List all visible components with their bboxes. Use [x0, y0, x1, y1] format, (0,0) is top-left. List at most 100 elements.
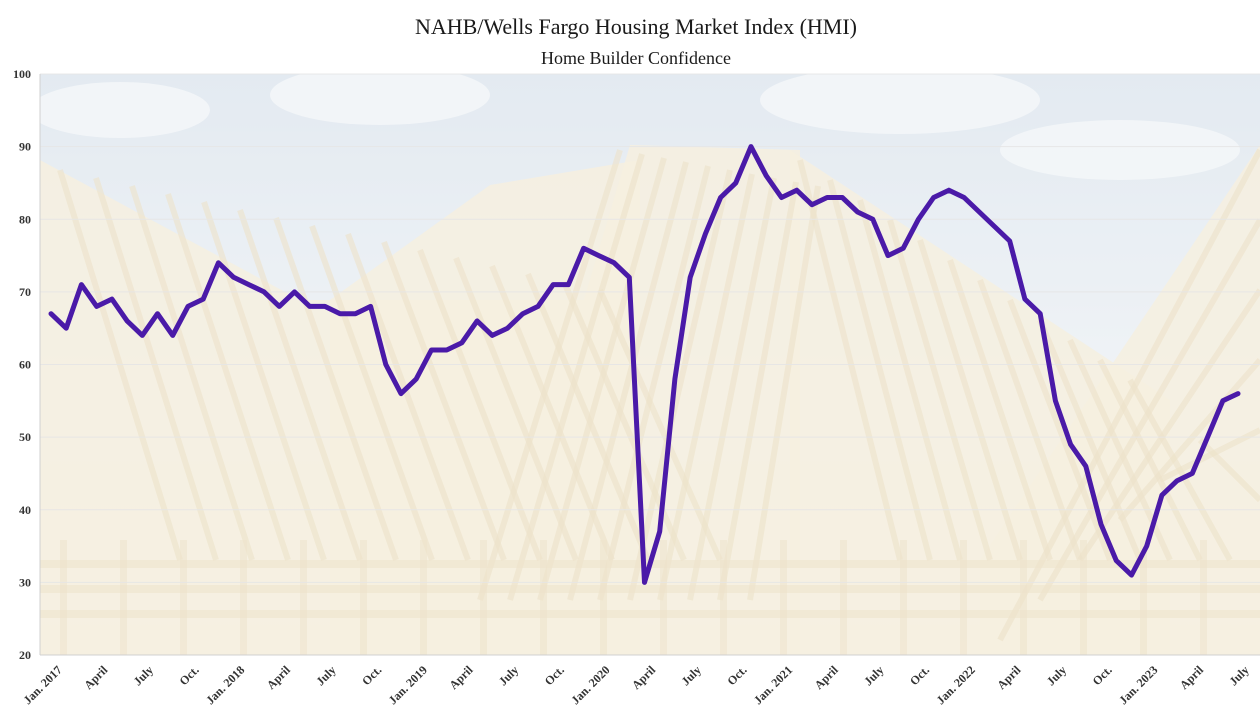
post	[300, 540, 307, 655]
post	[1200, 540, 1207, 655]
rafter	[827, 179, 933, 561]
rafter	[129, 185, 255, 561]
rafter	[627, 169, 733, 601]
rafter	[1077, 288, 1260, 562]
x-tick-label: July	[131, 663, 156, 688]
x-tick-label: July	[313, 663, 338, 688]
x-tick-label: April	[629, 662, 659, 692]
rafter	[1197, 437, 1260, 503]
rafter	[477, 149, 623, 601]
y-tick-label: 20	[19, 648, 31, 662]
cloud-shape	[760, 74, 1040, 134]
x-tick-label: Oct.	[724, 663, 749, 688]
rafter	[857, 199, 963, 561]
rafter	[507, 153, 645, 601]
x-tick-label: Jan. 2023	[1116, 663, 1160, 707]
post	[60, 540, 67, 655]
post	[720, 540, 727, 655]
x-tick-label: April	[994, 662, 1024, 692]
x-tick-label: Jan. 2019	[386, 663, 430, 707]
x-tick-label: Oct.	[907, 663, 932, 688]
rafter	[597, 165, 711, 601]
x-tick-label: April	[812, 662, 842, 692]
rafter	[201, 201, 327, 561]
x-tick-label: Oct.	[177, 663, 202, 688]
y-tick-label: 90	[19, 140, 31, 154]
rafter	[1158, 427, 1260, 483]
rafter	[1037, 218, 1260, 602]
rafter	[717, 181, 799, 601]
rafter	[657, 173, 755, 601]
rafter	[1117, 358, 1260, 522]
chart-title: NAHB/Wells Fargo Housing Market Index (H…	[414, 14, 858, 39]
y-tick-label: 70	[19, 285, 31, 299]
post	[1140, 540, 1147, 655]
rafter	[381, 240, 507, 562]
x-tick-label: April	[264, 662, 294, 692]
rafter	[597, 288, 723, 562]
rafter	[417, 248, 543, 562]
x-tick-label: Jan. 2020	[568, 663, 612, 707]
x-tick-label: April	[81, 662, 111, 692]
x-tick-label: July	[678, 663, 703, 688]
post	[180, 540, 187, 655]
x-tick-label: July	[496, 663, 521, 688]
post	[600, 540, 607, 655]
x-tick-label: April	[446, 662, 476, 692]
x-tick-label: Jan. 2018	[203, 663, 247, 707]
rafter	[977, 278, 1083, 562]
x-tick-label: Jan. 2017	[20, 663, 64, 707]
cloud-shape	[40, 82, 210, 138]
rafter	[887, 219, 993, 561]
rafter	[687, 177, 777, 601]
post	[900, 540, 907, 655]
beam	[40, 585, 1260, 593]
y-tick-label: 40	[19, 503, 31, 517]
x-tick-label: Oct.	[542, 663, 567, 688]
y-tick-label: 80	[19, 212, 31, 226]
x-tick-label: July	[861, 663, 886, 688]
rafter	[797, 159, 903, 561]
post	[1020, 540, 1027, 655]
rafter	[747, 185, 821, 601]
cloud-shape	[270, 74, 490, 125]
post	[660, 540, 667, 655]
rafter	[273, 217, 399, 561]
post	[420, 540, 427, 655]
x-tick-label: Oct.	[1090, 663, 1115, 688]
x-tick-label: Jan. 2021	[751, 663, 795, 707]
post	[360, 540, 367, 655]
post	[1080, 540, 1087, 655]
post	[480, 540, 487, 655]
rafter	[537, 157, 667, 601]
rafter	[917, 239, 1023, 561]
chart-subtitle: Home Builder Confidence	[541, 48, 731, 68]
x-tick-label: July	[1226, 663, 1251, 688]
rafter	[165, 193, 291, 561]
post	[840, 540, 847, 655]
cloud-shape	[1000, 120, 1240, 180]
rafter	[561, 280, 687, 562]
rafter	[309, 224, 435, 562]
series-line-hmi	[48, 144, 1241, 585]
rafter	[93, 177, 219, 561]
rafter	[525, 272, 651, 562]
rafter	[997, 148, 1260, 642]
rafter	[237, 209, 363, 561]
post	[240, 540, 247, 655]
beam	[40, 610, 1260, 618]
post	[120, 540, 127, 655]
rafter	[567, 161, 689, 601]
y-tick-label: 60	[19, 358, 31, 372]
y-tick-label: 30	[19, 575, 31, 589]
post	[540, 540, 547, 655]
y-tick-label: 50	[19, 430, 31, 444]
x-tick-label: July	[1044, 663, 1069, 688]
x-tick-label: April	[1177, 662, 1207, 692]
post	[780, 540, 787, 655]
post	[960, 540, 967, 655]
series-layer	[48, 144, 1241, 585]
x-tick-label: Jan. 2022	[934, 663, 978, 707]
